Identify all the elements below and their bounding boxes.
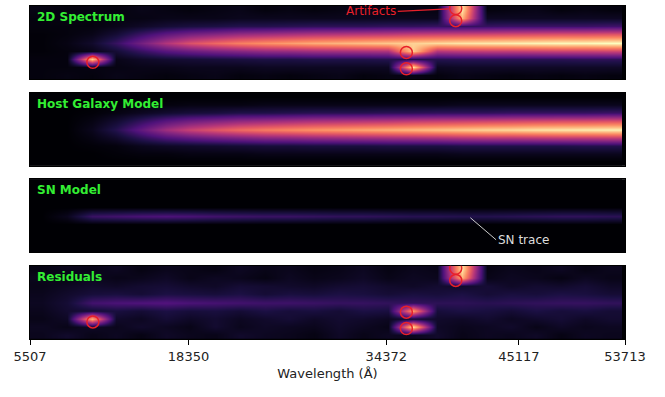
svg-text:45117: 45117 [498, 349, 539, 364]
svg-text:SN trace: SN trace [498, 233, 549, 247]
svg-text:18350: 18350 [168, 349, 209, 364]
svg-text:5507: 5507 [13, 349, 46, 364]
svg-text:SN Model: SN Model [37, 183, 101, 197]
svg-text:Residuals: Residuals [37, 270, 102, 284]
svg-text:2D Spectrum: 2D Spectrum [37, 10, 125, 24]
svg-text:Wavelength (Å): Wavelength (Å) [277, 366, 377, 381]
svg-text:Artifacts: Artifacts [346, 4, 396, 18]
svg-text:53713: 53713 [604, 349, 645, 364]
svg-text:Host Galaxy Model: Host Galaxy Model [37, 97, 163, 111]
svg-text:34372: 34372 [366, 349, 407, 364]
